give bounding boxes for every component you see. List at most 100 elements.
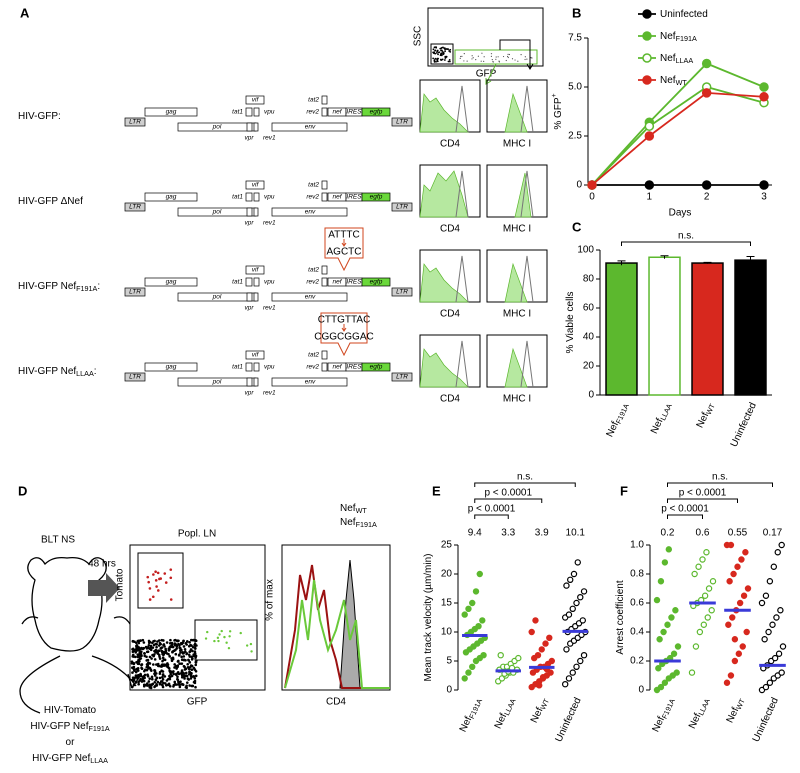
cell-dot xyxy=(187,667,191,671)
legend-marker xyxy=(642,53,652,63)
data-point xyxy=(497,652,504,659)
data-point xyxy=(700,621,708,628)
axis-label: CD4 xyxy=(440,224,460,235)
data-point xyxy=(567,576,574,584)
data-point xyxy=(546,634,553,642)
y-tick-label: 100 xyxy=(577,245,594,256)
label-sub: LLAA xyxy=(676,56,694,65)
cell-dot xyxy=(186,677,190,681)
cell-dot xyxy=(157,589,160,592)
data-point xyxy=(735,650,743,657)
mutation-to: AGCTC xyxy=(327,247,362,258)
cell-dot xyxy=(165,663,168,666)
data-point xyxy=(547,669,554,676)
cell-dot xyxy=(183,648,187,651)
gene-label: pol xyxy=(212,209,222,216)
cell-dot xyxy=(185,684,188,688)
y-axis-label: % Viable cells xyxy=(565,291,576,353)
gene-label: LTR xyxy=(396,204,408,211)
cell-dot xyxy=(190,672,193,675)
data-point xyxy=(580,588,588,595)
cell-dot xyxy=(176,675,179,679)
gene-label: egfp xyxy=(370,279,383,286)
cell-dot xyxy=(139,672,142,676)
data-point xyxy=(569,669,576,676)
cell-dot xyxy=(137,682,140,686)
gene-box xyxy=(391,117,413,127)
error-bar xyxy=(617,260,626,266)
cell-dot xyxy=(168,655,171,658)
cell-dot xyxy=(148,587,152,590)
cell-dot xyxy=(185,681,189,684)
cell-dot xyxy=(191,675,195,678)
cell-dot xyxy=(193,643,196,647)
mutation-arrow xyxy=(341,239,347,247)
cell-dot xyxy=(158,641,162,645)
cell-dot xyxy=(153,653,156,656)
cell-dot xyxy=(440,49,443,52)
y-tick-label: 1.0 xyxy=(630,540,644,551)
cell-dot xyxy=(169,598,173,601)
cell-dot xyxy=(157,639,161,642)
data-point xyxy=(573,599,580,607)
label-main: Nef xyxy=(660,31,676,42)
data-point xyxy=(480,652,487,659)
cell-dot xyxy=(434,57,437,60)
cell-dot xyxy=(140,667,144,671)
cell-dot xyxy=(177,642,180,646)
cell-dot xyxy=(174,683,178,686)
gene-label: LTR xyxy=(129,374,141,381)
histogram-uninfected xyxy=(520,85,534,133)
bar xyxy=(648,256,681,396)
gate xyxy=(430,43,454,65)
axis-label: GFP xyxy=(476,69,497,80)
gene-label: rev1 xyxy=(263,135,276,142)
gate-arrow xyxy=(485,63,497,85)
gene-label: egfp xyxy=(370,194,383,201)
panel-label: D xyxy=(18,483,27,498)
data-point xyxy=(548,657,556,665)
cell-dot xyxy=(213,639,216,643)
cell-dot xyxy=(472,57,474,59)
gene-box xyxy=(321,362,328,372)
gene-label: IRES xyxy=(346,109,362,116)
label: or xyxy=(66,737,76,748)
cell-dot xyxy=(173,663,176,666)
data-point xyxy=(570,570,578,578)
histogram-gfp xyxy=(504,92,528,133)
data-point xyxy=(742,549,749,556)
cell-dot xyxy=(154,651,158,654)
cell-dot xyxy=(204,637,208,640)
cell-dot xyxy=(147,666,151,669)
cell-dot xyxy=(483,56,485,58)
cell-dot xyxy=(182,664,186,668)
data-point xyxy=(731,636,739,643)
y-tick-label: 0.6 xyxy=(630,598,644,609)
data-point xyxy=(580,652,588,659)
y-tick-label: 10 xyxy=(441,627,453,638)
label-main: HIV-GFP Nef xyxy=(32,753,90,764)
cell-dot xyxy=(178,662,182,665)
cell-dot xyxy=(490,53,493,55)
gene-box xyxy=(144,192,198,202)
gene-label: LTR xyxy=(129,119,141,126)
cell-dot xyxy=(187,672,191,676)
data-point xyxy=(736,599,744,607)
histogram-uninfected xyxy=(520,340,534,388)
cell-dot xyxy=(466,60,468,62)
cell-dot xyxy=(526,58,528,60)
cell-dot xyxy=(135,667,138,671)
cell-dot xyxy=(137,653,141,656)
cell-dot xyxy=(524,56,526,58)
gene-box xyxy=(246,207,253,217)
label: NefWT xyxy=(660,75,687,87)
y-tick-label: 15 xyxy=(441,598,453,609)
cell-dot xyxy=(170,674,174,678)
label-main: Uninfected xyxy=(553,696,583,744)
cell-dot xyxy=(135,661,138,664)
histogram-uninfected xyxy=(520,170,534,218)
label: NefLLAA xyxy=(660,53,693,65)
x-axis-label: Days xyxy=(669,208,692,219)
axis-label: Tomato xyxy=(115,568,126,601)
cell-dot xyxy=(153,658,157,661)
